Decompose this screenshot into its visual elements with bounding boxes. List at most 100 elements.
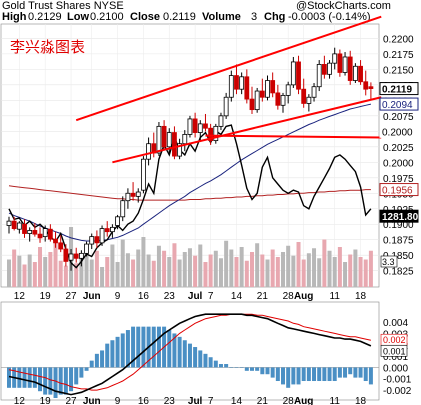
volume-bar-33: [177, 259, 182, 287]
candle-body-24: [130, 192, 136, 197]
candle-body-1: [11, 220, 17, 229]
candle-body-15: [84, 243, 89, 254]
candle-body-0: [6, 220, 12, 226]
watermark: @StockCharts.com: [296, 0, 391, 12]
macd-histogram-bar-56: [296, 367, 301, 385]
candle-body-27: [146, 143, 151, 160]
macd-date-label: Jul: [188, 396, 203, 405]
volume-bar-38: [203, 262, 208, 287]
volume-bar-65: [343, 262, 348, 287]
candle-body-34: [182, 134, 188, 145]
macd-histogram-bar-65: [343, 367, 348, 378]
candle-body-3: [22, 223, 27, 234]
macd-date-label: 9: [115, 396, 121, 405]
volume-bar-46: [244, 260, 249, 287]
candle-body-62: [327, 62, 332, 75]
macd-histogram-bar-42: [224, 364, 229, 368]
candle-body-13: [73, 253, 79, 259]
candle-body-32: [172, 132, 177, 157]
macd-histogram-bar-32: [172, 333, 177, 368]
volume-bar-4: [27, 254, 32, 287]
macd-histogram-bar-8: [48, 367, 53, 395]
candle-body-47: [249, 98, 255, 111]
macd-histogram-bar-4: [27, 367, 32, 388]
candle-body-61: [321, 64, 327, 75]
macd-histogram-bar-23: [125, 330, 130, 368]
macd-histogram-bar-48: [255, 367, 260, 371]
candle-body-26: [141, 158, 146, 191]
candle-body-39: [208, 127, 214, 142]
macd-indicator: 0.0040.0030.0020.0010.000-0.001-0.002121…: [1, 313, 412, 405]
candle-body-38: [203, 123, 208, 129]
candle-body-44: [234, 75, 239, 90]
candle-body-67: [352, 65, 358, 81]
volume-bar-39: [208, 254, 213, 287]
candle-body-21: [115, 216, 120, 226]
price-tick-label: 0.2175: [383, 50, 414, 61]
macd-histogram-bar-10: [58, 367, 63, 395]
price-tick-label: 0.2075: [383, 112, 414, 123]
macd-tick-label: 0.000: [383, 363, 408, 374]
candle-body-16: [89, 236, 95, 245]
candle-body-56: [296, 61, 301, 90]
volume-bar-64: [337, 247, 342, 287]
macd-histogram-bar-46: [244, 367, 249, 371]
candle-body-9: [53, 238, 58, 244]
volume-bar-13: [74, 263, 79, 287]
volume-bar-7: [43, 257, 48, 287]
candle-body-59: [311, 86, 317, 98]
macd-signal-tag-text: 0.002: [383, 335, 406, 345]
macd-histogram-bar-62: [327, 367, 332, 382]
price-tick-label: 0.1900: [383, 220, 414, 231]
series-title: Gold Trust Shares NYSE: [2, 0, 124, 12]
candle-body-49: [259, 90, 265, 98]
date-tick-label: 7: [208, 291, 214, 302]
macd-histogram-bar-63: [332, 367, 337, 382]
macd-histogram-bar-50: [265, 367, 270, 375]
macd-date-label: 28: [283, 396, 295, 405]
volume-bar-51: [270, 249, 275, 287]
volume-bar-37: [198, 244, 203, 287]
price-tick-label: 0.1975: [383, 174, 414, 185]
price-tick-label: 0.1875: [383, 236, 414, 247]
candle-body-51: [270, 80, 276, 94]
candle-body-4: [27, 230, 33, 234]
price-tick-label: 0.2200: [383, 34, 414, 45]
date-tick-label: 16: [138, 291, 150, 302]
candle-body-17: [94, 236, 100, 244]
candle-body-70: [368, 86, 374, 89]
volume-bar-19: [105, 257, 110, 287]
volume-bar-67: [353, 249, 358, 287]
high-label: High: [2, 11, 27, 23]
candle-body-30: [161, 125, 167, 148]
volume-bar-50: [265, 259, 270, 287]
volume-bar-60: [317, 258, 322, 287]
date-tick-label: Jul: [188, 291, 203, 302]
candle-body-45: [239, 76, 245, 90]
macd-date-label: 11: [330, 396, 341, 405]
volume-bar-52: [275, 257, 280, 287]
macd-date-label: 16: [138, 396, 150, 405]
ma-long-line: [8, 185, 371, 201]
macd-histogram-bar-20: [110, 340, 115, 368]
low-label: Low: [67, 11, 89, 23]
trendlines: [75, 15, 382, 164]
candle-body-11: [63, 248, 69, 262]
macd-histogram-bar-33: [177, 336, 182, 368]
volume-bar-16: [89, 259, 94, 287]
macd-date-label: 7: [208, 396, 214, 405]
macd-histogram-bar-70: [368, 367, 373, 385]
volume-bar-21: [115, 262, 120, 287]
volume-bar-31: [167, 257, 172, 287]
macd-histogram-bar-15: [84, 367, 89, 371]
macd-histogram-bar-58: [306, 367, 311, 382]
candle-body-10: [58, 242, 64, 250]
date-tick-label: Aug: [294, 291, 313, 302]
volume-bar-49: [260, 254, 265, 287]
date-tick-label: 28: [283, 291, 295, 302]
macd-histogram-bar-52: [275, 367, 280, 382]
macd-histogram-bar-3: [22, 367, 27, 388]
volume-bar-0: [7, 259, 11, 287]
last-price-tag-text: 0.2119: [382, 85, 412, 96]
